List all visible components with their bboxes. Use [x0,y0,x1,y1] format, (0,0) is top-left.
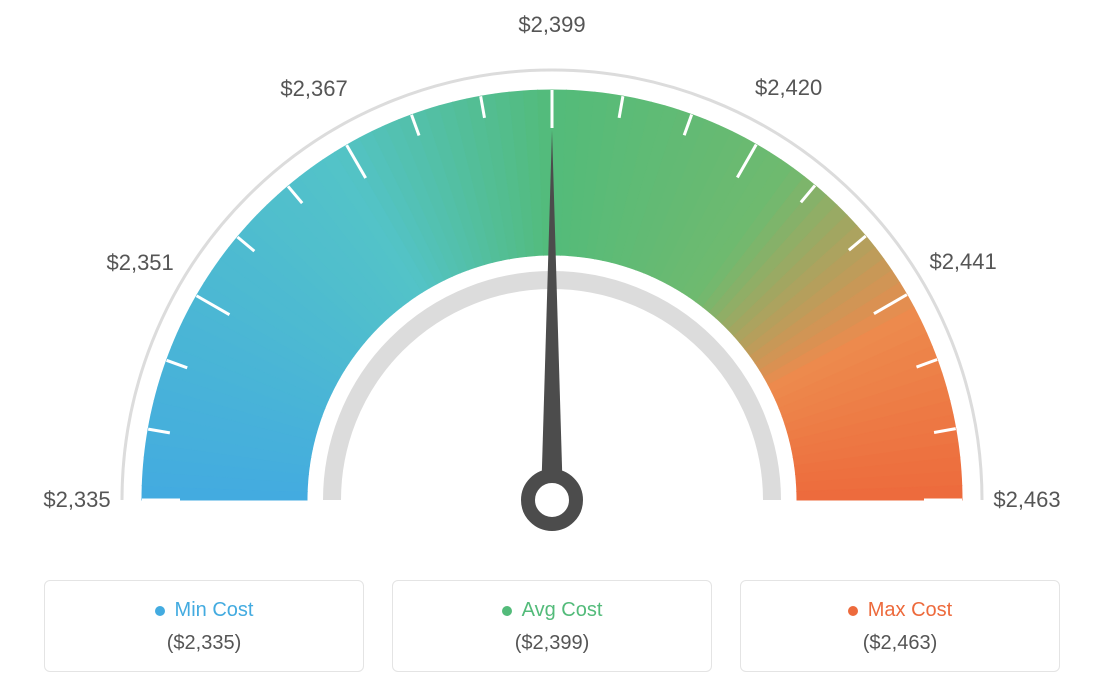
legend-card-avg: Avg Cost ($2,399) [392,580,712,672]
gauge-tick-label: $2,463 [993,487,1060,513]
gauge-tick-label: $2,367 [280,76,347,102]
dot-icon [848,606,858,616]
gauge-tick-label: $2,441 [929,249,996,275]
dot-icon [155,606,165,616]
dot-icon [502,606,512,616]
gauge-tick-label: $2,351 [106,250,173,276]
gauge-tick-label: $2,335 [43,487,110,513]
legend-label: Min Cost [175,599,254,622]
legend-title-max: Max Cost [848,599,952,622]
legend-card-max: Max Cost ($2,463) [740,580,1060,672]
gauge-svg [0,0,1104,560]
legend-value-max: ($2,463) [741,632,1059,655]
gauge-tick-label: $2,420 [755,75,822,101]
legend-label: Avg Cost [522,599,603,622]
legend-value-min: ($2,335) [45,632,363,655]
cost-gauge: $2,335 $2,351 $2,367 $2,399 $2,420 $2,441 $2,4… [0,0,1104,560]
legend-label: Max Cost [868,599,952,622]
legend-row: Min Cost ($2,335) Avg Cost ($2,399) Max … [44,580,1060,672]
legend-card-min: Min Cost ($2,335) [44,580,364,672]
gauge-tick-label: $2,399 [518,12,585,38]
legend-title-min: Min Cost [155,599,254,622]
legend-value-avg: ($2,399) [393,632,711,655]
legend-title-avg: Avg Cost [502,599,603,622]
